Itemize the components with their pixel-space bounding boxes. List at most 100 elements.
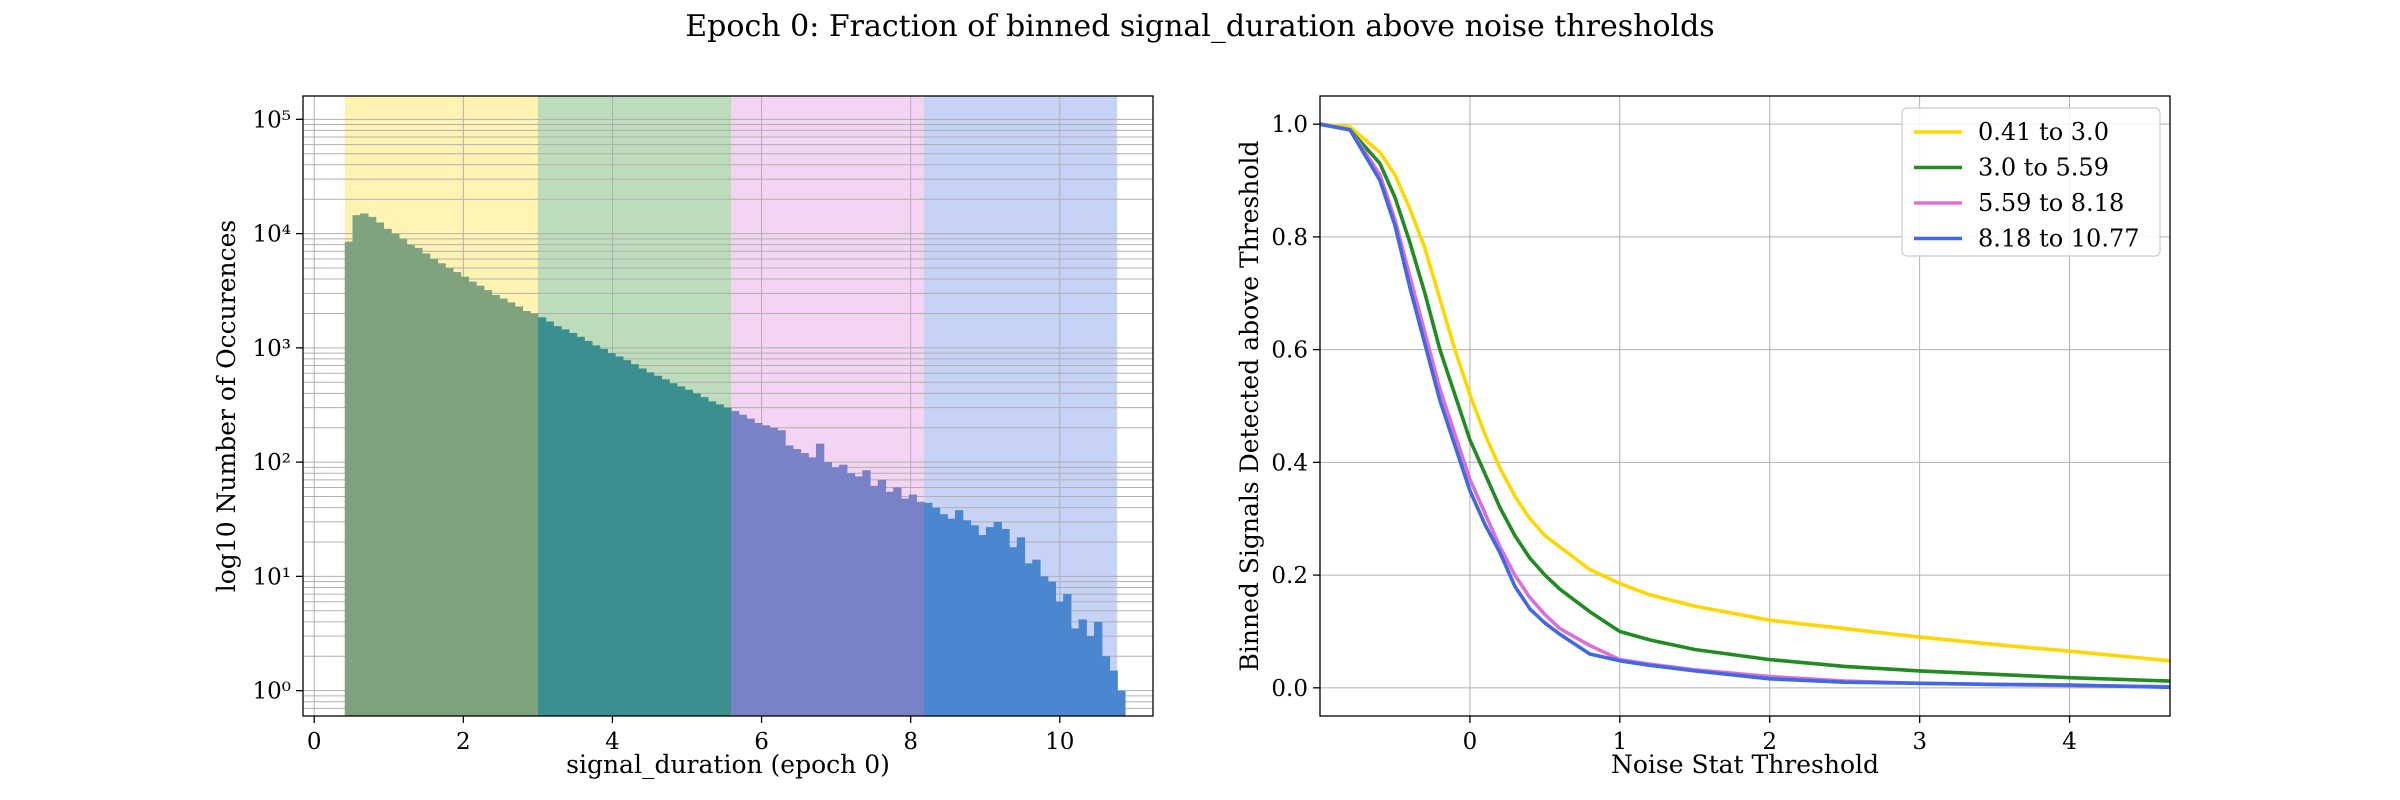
histogram-bar [1009, 547, 1018, 716]
histogram-y-label: log10 Number of Occurences [212, 220, 241, 593]
x-tick-label: 2 [1762, 729, 1777, 755]
histogram-bar [1078, 619, 1087, 716]
threshold-ticks: 0 1 2 3 4 0.0 0.2 0.4 0.6 0.8 1.0 [1271, 112, 2076, 755]
histogram-bar [1055, 601, 1064, 716]
histogram-bar [862, 470, 871, 716]
legend-label-1: 0.41 to 3.0 [1978, 118, 2109, 146]
histogram-bar [769, 427, 778, 716]
histogram-bar [1047, 581, 1057, 716]
histogram-bar [422, 253, 431, 716]
histogram-bar [823, 462, 833, 716]
histogram-bar [622, 360, 632, 716]
histogram-bar [445, 267, 454, 716]
histogram-bar [537, 317, 547, 716]
histogram-panel: 0 2 4 6 8 10 10⁰ 10¹ 10² 10³ 10⁴ 10⁵ signal_duratio… [212, 95, 1154, 779]
histogram-bar [499, 298, 508, 716]
x-tick-label: 4 [2062, 729, 2077, 755]
histogram-bar [877, 479, 887, 716]
histogram-bar [792, 449, 802, 716]
histogram-bar [483, 290, 493, 716]
histogram-bar [900, 498, 910, 716]
histogram-bar [1086, 636, 1095, 716]
threshold-panel: 0 1 2 3 4 0.0 0.2 0.4 0.6 0.8 1.0 0.41 to 3.0 3.0 t… [1235, 95, 2171, 779]
histogram-ticks: 0 2 4 6 8 10 10⁰ 10¹ 10² 10³ 10⁴ 10⁵ [253, 107, 1075, 755]
x-tick-label: 0 [307, 729, 322, 755]
histogram-bar [1101, 656, 1111, 716]
histogram-bar [1094, 621, 1103, 716]
histogram-bar [985, 527, 995, 716]
histogram-bar [916, 501, 925, 716]
y-tick-label: 0.4 [1271, 450, 1308, 476]
histogram-bar [908, 494, 917, 716]
legend-box [1901, 107, 2161, 257]
histogram-bar [870, 485, 879, 716]
series-line-1 [1319, 122, 2171, 663]
histogram-bar [684, 389, 693, 716]
histogram-bar [383, 228, 392, 717]
histogram-bar [615, 356, 624, 716]
histogram-bar [746, 418, 755, 716]
histogram-bar [700, 397, 709, 716]
histogram-bar [1063, 594, 1072, 716]
histogram-frame [302, 95, 1154, 717]
y-tick-label: 10⁴ [253, 222, 292, 248]
histogram-bar [676, 386, 686, 716]
histogram-bar [553, 326, 562, 716]
histogram-bar [785, 445, 794, 716]
histogram-bar [429, 258, 439, 716]
histogram-bar [406, 244, 415, 716]
histogram-bar [831, 467, 840, 716]
histogram-bar [730, 411, 740, 716]
histogram-bar [893, 487, 902, 716]
histogram-bar [375, 222, 384, 716]
x-tick-label: 2 [456, 729, 471, 755]
histogram-bar [885, 491, 894, 716]
histogram-bar [530, 313, 539, 716]
x-tick-label: 10 [1045, 729, 1074, 755]
x-tick-label: 4 [605, 729, 620, 755]
y-tick-label: 10⁰ [253, 679, 292, 705]
histogram-bar [398, 238, 408, 717]
legend-label-3: 5.59 to 8.18 [1978, 189, 2124, 217]
histogram-bar [839, 464, 848, 716]
histogram-bar [599, 348, 608, 716]
histogram-bar [707, 401, 717, 716]
histogram-bar [993, 521, 1002, 716]
y-tick-label: 10⁵ [253, 107, 292, 133]
histogram-bar [738, 414, 748, 716]
histogram-bar [607, 353, 616, 716]
histogram-bar [514, 306, 524, 716]
histogram-bar [414, 247, 423, 717]
histogram-bar [978, 535, 987, 716]
histogram-bar [591, 345, 601, 716]
histogram-bar [661, 379, 670, 716]
y-tick-label: 10² [253, 450, 292, 476]
histogram-bar [391, 233, 400, 716]
histogram-bar [1024, 563, 1033, 716]
histogram-bar [1117, 690, 1126, 716]
histogram-bar [947, 518, 956, 716]
histogram-bar [1070, 628, 1080, 716]
x-tick-label: 6 [754, 729, 769, 755]
histogram-bar [1001, 528, 1010, 716]
histogram-x-label: signal_duration (epoch 0) [566, 750, 890, 779]
histogram-bar [460, 276, 469, 716]
histogram-bar [669, 383, 678, 716]
histogram-bar [506, 302, 516, 716]
y-tick-label: 0.0 [1271, 676, 1308, 702]
histogram-bar [1016, 537, 1026, 716]
histogram-bar [924, 502, 933, 716]
histogram-bar [754, 422, 763, 716]
histogram-bar [800, 453, 809, 716]
legend-label-2: 3.0 to 5.59 [1978, 154, 2109, 182]
histogram-bar [568, 332, 578, 716]
histogram-bar [777, 430, 786, 716]
histogram-bar [576, 336, 585, 716]
threshold-y-label: Binned Signals Detected above Threshold [1235, 140, 1264, 671]
histogram-bar [584, 340, 593, 716]
y-tick-label: 0.8 [1271, 225, 1308, 251]
histogram-bar [367, 216, 377, 716]
legend-label-4: 8.18 to 10.77 [1978, 225, 2140, 253]
histogram-bars [344, 213, 1126, 717]
